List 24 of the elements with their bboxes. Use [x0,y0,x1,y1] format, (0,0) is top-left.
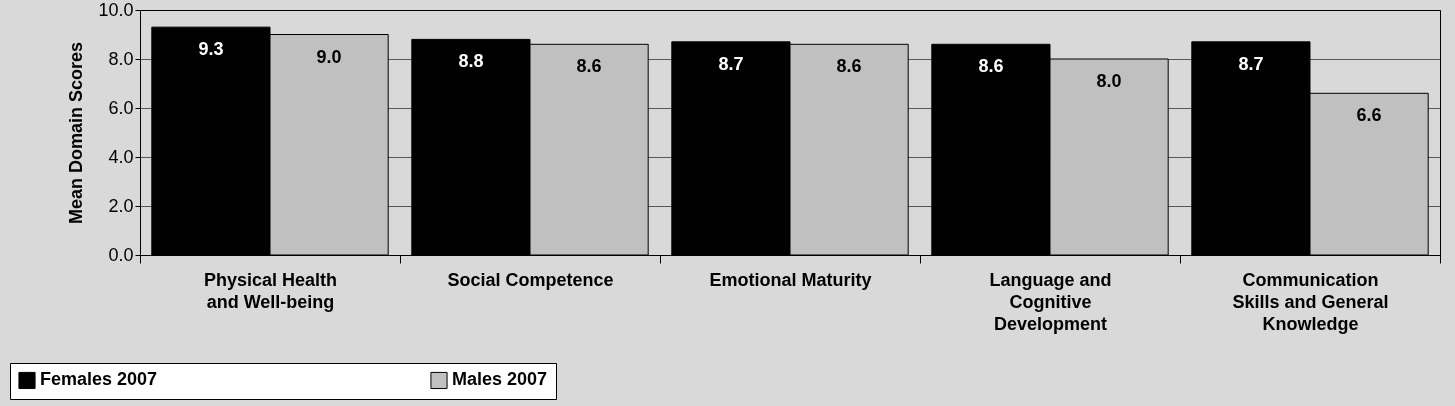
y-tick-label: 2.0 [108,195,134,216]
x-tick-label: Emotional Maturity [709,269,872,290]
y-axis-title: Mean Domain Scores [66,41,87,225]
legend-label: Females 2007 [40,369,158,390]
y-tick-label: 4.0 [108,146,134,167]
data-label: 8.7 [1238,53,1264,74]
y-tick-label: 8.0 [108,48,134,69]
y-tick-label: 0.0 [108,244,134,265]
y-tick-label: 6.0 [108,97,134,118]
x-tick-label: Social Competence [447,269,614,290]
data-label: 8.7 [718,53,744,74]
x-tick-label: Physical Health and Well-being [203,269,338,312]
x-tick-label: Communication Skills and General Knowledge [1232,269,1389,334]
data-label: 8.6 [836,56,862,77]
data-label: 9.0 [316,46,342,67]
y-tick-label: 10.0 [98,0,134,20]
x-tick-label: Language and Cognitive Development [989,269,1112,334]
data-label: 8.8 [458,51,484,72]
data-label: 8.6 [978,56,1004,77]
legend-label: Males 2007 [452,369,548,390]
data-label: 8.6 [576,56,602,77]
data-label: 8.0 [1096,71,1122,91]
data-label: 9.3 [198,39,224,60]
data-label: 6.6 [1356,105,1382,126]
